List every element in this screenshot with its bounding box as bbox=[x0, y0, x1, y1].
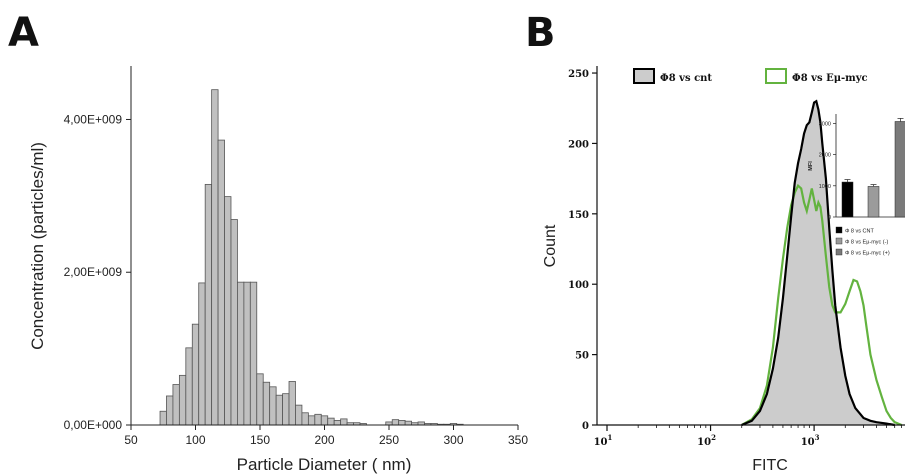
histogram-bar bbox=[198, 282, 206, 426]
flow-x-tick-label: 102 bbox=[697, 433, 716, 448]
inset-y-ticks: 0 1000 2000 3000 bbox=[819, 121, 836, 221]
inset-bar bbox=[867, 186, 880, 218]
histogram-bar bbox=[307, 415, 316, 426]
histogram-bar bbox=[166, 395, 174, 426]
histogram-bar bbox=[204, 183, 213, 426]
histogram-bar bbox=[404, 420, 412, 426]
histogram-bar bbox=[333, 420, 342, 426]
histogram-bar bbox=[301, 412, 309, 426]
histogram-bar bbox=[398, 420, 406, 426]
flow-y-tick-label: 0 bbox=[582, 421, 589, 432]
histogram-bar bbox=[320, 415, 329, 426]
inset-y-axis-label: MFI bbox=[808, 161, 814, 171]
legend-label-cnt: Φ8 vs cnt bbox=[660, 73, 712, 84]
inset-legend-label: Φ 8 vs Eμ-myc (-) bbox=[845, 240, 888, 246]
histogram-bar bbox=[256, 373, 264, 426]
histogram-bar bbox=[282, 393, 290, 426]
inset-bar bbox=[841, 181, 854, 218]
histogram-bar bbox=[237, 281, 245, 426]
panel-letter-a: A bbox=[8, 10, 39, 56]
histogram-bar bbox=[211, 89, 219, 426]
histogram-bar bbox=[185, 347, 193, 426]
histogram-bar bbox=[295, 404, 303, 426]
inset-y-tick-label: 1000 bbox=[819, 184, 831, 190]
inset-legend-swatch bbox=[835, 226, 843, 234]
series-cnt-line bbox=[741, 99, 895, 427]
legend-swatch-myc bbox=[765, 68, 787, 84]
flow-y-tick-label: 150 bbox=[568, 210, 589, 221]
flow-x-axis-label: FITC bbox=[752, 457, 788, 474]
histogram-x-axis-label: Particle Diameter ( nm) bbox=[237, 455, 412, 474]
histogram-bar bbox=[172, 384, 180, 426]
flow-x-tick-label: 101 bbox=[594, 433, 613, 448]
histogram-bars bbox=[159, 89, 464, 426]
inset-y-tick-label: 0 bbox=[828, 215, 831, 221]
histogram-bar bbox=[391, 419, 400, 426]
histogram-x-tick-label: 100 bbox=[185, 433, 205, 447]
histogram-y-tick-label: 4,00E+009 bbox=[64, 112, 123, 126]
histogram-x-tick-label: 200 bbox=[314, 433, 334, 447]
histogram-bar bbox=[327, 417, 335, 426]
histogram-y-tick-label: 0,00E+000 bbox=[64, 418, 123, 432]
histogram-bar bbox=[217, 139, 225, 426]
series-cnt-fill bbox=[741, 101, 895, 425]
flow-x-tick-label: 103 bbox=[801, 433, 820, 448]
inset-bar-chart: 0 1000 2000 3000 MFI Φ 8 vs CNT Φ 8 vs Eμ-my… bbox=[808, 114, 905, 257]
inset-y-tick-label: 3000 bbox=[819, 121, 831, 127]
histogram-bar bbox=[249, 281, 258, 426]
inset-bar bbox=[894, 121, 905, 218]
series-myc-line bbox=[741, 183, 903, 427]
flow-y-tick-label: 100 bbox=[568, 280, 589, 291]
histogram-x-ticks: 50 100 150 200 250 300 350 bbox=[124, 425, 528, 447]
histogram-x-tick-label: 350 bbox=[508, 433, 528, 447]
histogram-chart: 50 100 150 200 250 300 350 0,00E+000 2,00E+009 4… bbox=[28, 66, 528, 474]
inset-legend-swatch bbox=[835, 237, 843, 245]
histogram-bar bbox=[243, 281, 251, 426]
histogram-bar bbox=[230, 219, 238, 426]
histogram-bar bbox=[340, 418, 348, 426]
histogram-bar bbox=[262, 381, 271, 426]
histogram-y-axis-label: Concentration (particles/ml) bbox=[28, 142, 47, 350]
inset-legend: Φ 8 vs CNT Φ 8 vs Eμ-myc (-) Φ 8 vs Eμ-myc… bbox=[835, 226, 890, 257]
flow-x-ticks: 101102103104 bbox=[594, 425, 905, 448]
inset-legend-label: Φ 8 vs CNT bbox=[845, 229, 874, 235]
histogram-bar bbox=[224, 196, 232, 426]
flow-y-tick-label: 50 bbox=[575, 351, 589, 362]
flow-legend: Φ8 vs cnt Φ8 vs Eμ-myc bbox=[633, 68, 868, 84]
histogram-x-tick-label: 250 bbox=[379, 433, 399, 447]
flow-y-ticks: 0 50 100 150 200 250 bbox=[568, 69, 597, 432]
histogram-x-tick-label: 300 bbox=[443, 433, 463, 447]
histogram-x-tick-label: 50 bbox=[124, 433, 138, 447]
inset-y-tick-label: 2000 bbox=[819, 153, 831, 159]
inset-bars bbox=[841, 118, 905, 218]
legend-swatch-cnt bbox=[633, 68, 655, 84]
inset-legend-swatch bbox=[835, 248, 843, 256]
flow-y-tick-label: 250 bbox=[568, 69, 589, 80]
histogram-bar bbox=[269, 386, 277, 426]
histogram-y-tick-label: 2,00E+009 bbox=[64, 265, 123, 279]
inset-legend-label: Φ 8 vs Eμ-myc (+) bbox=[845, 251, 890, 257]
legend-label-myc: Φ8 vs Eμ-myc bbox=[792, 73, 868, 84]
histogram-bar bbox=[275, 394, 283, 426]
histogram-bar bbox=[178, 374, 187, 426]
histogram-bar bbox=[159, 410, 167, 426]
panel-letter-b: B bbox=[525, 10, 556, 56]
flow-y-axis-label: Count bbox=[542, 224, 559, 267]
flow-y-tick-label: 200 bbox=[568, 139, 589, 150]
histogram-x-tick-label: 150 bbox=[250, 433, 270, 447]
histogram-bar bbox=[288, 381, 296, 426]
histogram-y-ticks: 0,00E+000 2,00E+009 4,00E+009 bbox=[64, 112, 131, 432]
histogram-bar bbox=[314, 413, 322, 426]
histogram-bar bbox=[191, 323, 200, 426]
